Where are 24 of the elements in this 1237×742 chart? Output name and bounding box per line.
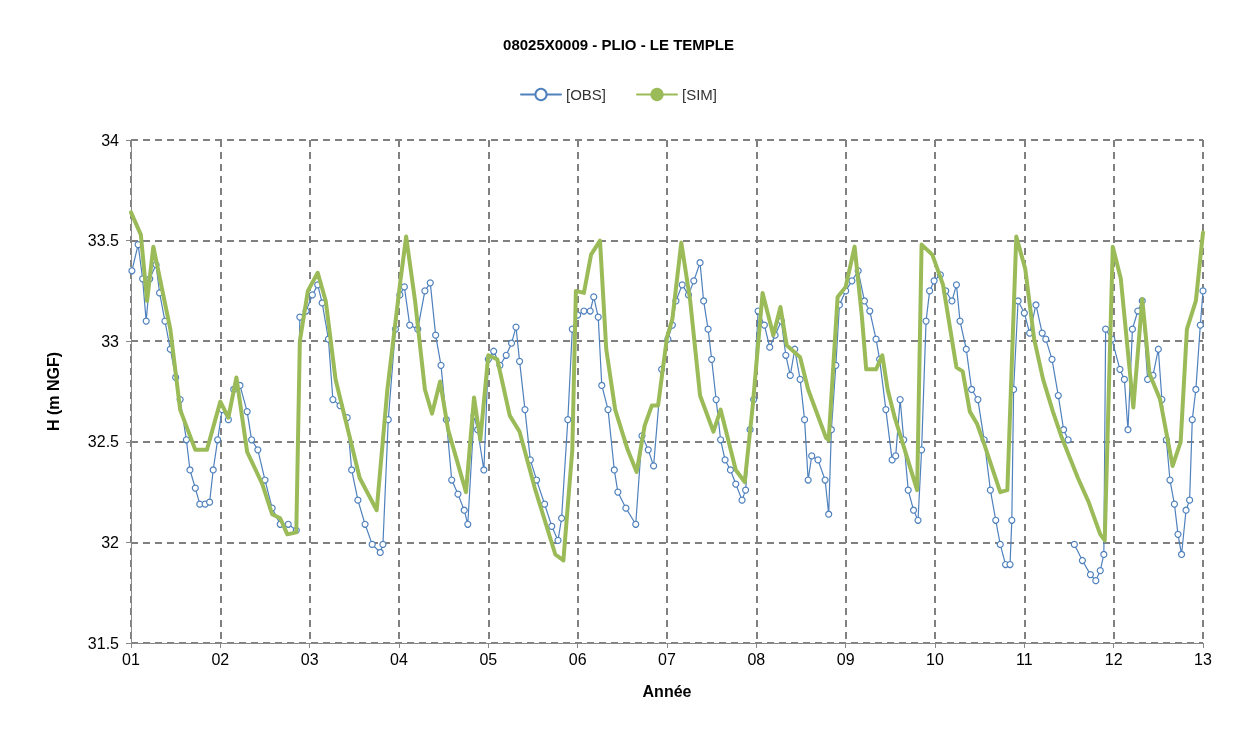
y-tick-label: 32 [101,533,120,551]
y-tick-label: 31.5 [87,634,120,652]
x-tick-label: 12 [1104,650,1123,668]
x-tick-label: 10 [926,650,944,668]
x-tick-label: 13 [1194,650,1212,668]
x-tick-label: 09 [836,650,855,668]
x-tick-label: 04 [390,650,408,668]
y-tick-label: 33.5 [87,232,120,250]
x-tick-label: 11 [1016,650,1033,668]
y-tick-label: 34 [101,131,120,149]
y-tick-label: 33 [101,332,120,350]
y-axis-title: H (m NGF) [44,351,62,432]
legend-label: [SIM] [682,86,718,103]
x-tick-label: 07 [658,650,676,668]
x-axis-title: Année [642,682,692,700]
x-tick-label: 03 [300,650,319,668]
legend-label: [OBS] [565,86,607,103]
x-tick-label: 01 [122,650,140,668]
x-tick-label: 06 [568,650,587,668]
chart-title: 08025X0009 - PLIO - LE TEMPLE [503,36,734,53]
y-tick-label: 32.5 [87,433,120,451]
x-tick-label: 02 [211,650,230,668]
x-tick-label: 05 [479,650,498,668]
x-tick-label: 08 [747,650,766,668]
